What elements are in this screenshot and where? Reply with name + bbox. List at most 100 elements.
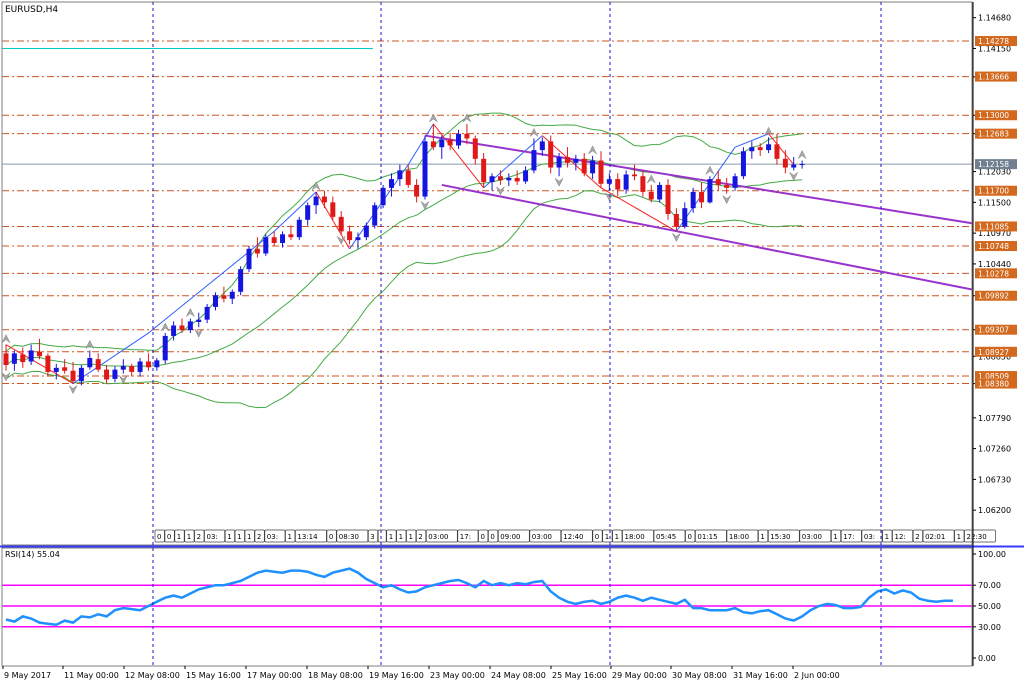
candle-bear[interactable] bbox=[548, 141, 554, 168]
candle-bull[interactable] bbox=[87, 357, 93, 368]
candle-bull[interactable] bbox=[229, 291, 235, 299]
candle-bear[interactable] bbox=[347, 231, 353, 241]
time-tag[interactable]: 18:00 bbox=[622, 529, 654, 543]
candle-bull[interactable] bbox=[657, 184, 663, 200]
candle-bull[interactable] bbox=[53, 367, 59, 372]
candle-bull[interactable] bbox=[204, 306, 210, 320]
time-tag[interactable]: 01:15 bbox=[695, 529, 727, 543]
candle-bear[interactable] bbox=[724, 184, 730, 188]
time-tag[interactable]: 03:00 bbox=[425, 529, 458, 543]
candle-bull[interactable] bbox=[263, 237, 269, 254]
time-tag[interactable]: 13:14 bbox=[295, 529, 327, 543]
candle-bear[interactable] bbox=[665, 184, 671, 214]
candle-bear[interactable] bbox=[338, 216, 344, 232]
candle-bear[interactable] bbox=[414, 184, 420, 197]
time-tag[interactable]: 15:30 bbox=[767, 529, 800, 543]
candle-bear[interactable] bbox=[774, 144, 780, 159]
time-tag[interactable]: 0 bbox=[326, 529, 337, 543]
candle-bull[interactable] bbox=[523, 170, 529, 182]
candle-bull[interactable] bbox=[506, 177, 512, 181]
candle-bear[interactable] bbox=[673, 213, 679, 227]
candle-bear[interactable] bbox=[20, 354, 26, 363]
candle-bull[interactable] bbox=[154, 360, 160, 368]
time-tag[interactable]: 09:00 bbox=[497, 529, 530, 543]
candle-bull[interactable] bbox=[238, 269, 244, 292]
candle-bull[interactable] bbox=[380, 187, 386, 206]
time-tag[interactable]: 1 bbox=[882, 529, 893, 543]
candle-bear[interactable] bbox=[640, 176, 646, 192]
trend-channel-lower[interactable] bbox=[441, 183, 973, 291]
time-tag[interactable]: 0 bbox=[478, 529, 489, 543]
candle-bull[interactable] bbox=[313, 196, 319, 206]
candle-bull[interactable] bbox=[171, 325, 177, 336]
time-tag[interactable]: 2 bbox=[912, 529, 923, 543]
candle-bull[interactable] bbox=[280, 234, 286, 244]
time-tag[interactable]: 03: bbox=[861, 529, 883, 543]
candle-bull[interactable] bbox=[162, 335, 168, 361]
time-tag[interactable]: 0 bbox=[592, 529, 603, 543]
candle-bull[interactable] bbox=[531, 150, 537, 171]
time-tag[interactable]: 1 bbox=[406, 529, 417, 543]
candle-bear[interactable] bbox=[615, 179, 621, 190]
time-tag[interactable]: 0 bbox=[488, 529, 499, 543]
time-tag[interactable]: 1 bbox=[285, 529, 296, 543]
time-tag[interactable]: 2 bbox=[416, 529, 427, 543]
candle-bear[interactable] bbox=[37, 351, 43, 357]
candle-bear[interactable] bbox=[497, 176, 503, 181]
candle-bear[interactable] bbox=[179, 325, 185, 331]
main-price-plot[interactable]: 0 0 1 1 2 03: 1 1 1 2 03: 1 13:14 0 08:30 3 1 1 1 2 03:00 17:… bbox=[1, 40, 996, 543]
candle-bear[interactable] bbox=[3, 353, 9, 365]
candle-bear[interactable] bbox=[757, 147, 763, 151]
candle-bear[interactable] bbox=[715, 179, 721, 185]
candle-bear[interactable] bbox=[648, 191, 654, 200]
candle-bear[interactable] bbox=[405, 170, 411, 185]
candle-bull[interactable] bbox=[749, 147, 755, 152]
candle-bear[interactable] bbox=[145, 361, 151, 368]
candle-bear[interactable] bbox=[104, 369, 110, 380]
time-tag[interactable]: 1 bbox=[174, 529, 185, 543]
candle-bear[interactable] bbox=[447, 139, 453, 146]
time-tag[interactable]: 17: bbox=[840, 529, 862, 543]
time-tag[interactable]: 1 bbox=[954, 529, 965, 543]
candle-bull[interactable] bbox=[539, 141, 545, 151]
candle-bear[interactable] bbox=[254, 248, 260, 254]
time-tag[interactable]: 1 bbox=[234, 529, 245, 543]
candle-bull[interactable] bbox=[78, 367, 84, 382]
time-tag[interactable]: 0 bbox=[164, 529, 175, 543]
candle-bull[interactable] bbox=[363, 225, 369, 238]
candle-bull[interactable] bbox=[740, 151, 746, 177]
candle-bull[interactable] bbox=[590, 160, 596, 174]
candle-bull[interactable] bbox=[372, 205, 378, 226]
candle-bear[interactable] bbox=[45, 355, 51, 372]
candle-bear[interactable] bbox=[95, 359, 101, 370]
candle-bull[interactable] bbox=[556, 157, 562, 168]
candle-bull[interactable] bbox=[120, 366, 126, 370]
time-tag[interactable]: 1 bbox=[224, 529, 235, 543]
candle-bear[interactable] bbox=[62, 367, 68, 371]
time-tag[interactable]: 02:01 bbox=[922, 529, 955, 543]
time-tag[interactable]: 12:40 bbox=[560, 529, 593, 543]
time-tag[interactable]: 18:00 bbox=[726, 529, 759, 543]
time-tag[interactable]: 2 bbox=[194, 529, 205, 543]
time-tag[interactable]: 17: bbox=[457, 529, 479, 543]
candle-bull[interactable] bbox=[213, 295, 218, 307]
time-tag[interactable]: 12: bbox=[892, 529, 914, 543]
candle-bear[interactable] bbox=[129, 366, 135, 372]
candle-bull[interactable] bbox=[112, 369, 118, 379]
candle-bear[interactable] bbox=[581, 158, 587, 174]
candle-bear[interactable] bbox=[481, 158, 487, 183]
time-tag[interactable]: 1 bbox=[386, 529, 397, 543]
candle-bull[interactable] bbox=[422, 141, 428, 197]
candle-bull[interactable] bbox=[305, 205, 311, 220]
time-tag[interactable] bbox=[377, 529, 387, 543]
candle-bull[interactable] bbox=[690, 191, 696, 209]
candle-bull[interactable] bbox=[137, 361, 143, 372]
time-tag[interactable]: 03: bbox=[204, 529, 226, 543]
rsi-line[interactable] bbox=[5, 567, 953, 626]
time-tag[interactable]: 1 bbox=[184, 529, 195, 543]
time-tag[interactable]: 1 bbox=[396, 529, 407, 543]
time-tag[interactable]: 1 bbox=[830, 529, 842, 543]
candle-bear[interactable] bbox=[430, 141, 436, 148]
